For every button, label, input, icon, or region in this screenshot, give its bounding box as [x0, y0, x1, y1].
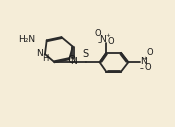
Text: –: –: [98, 38, 102, 47]
Text: O: O: [108, 37, 115, 46]
Text: O: O: [146, 49, 153, 58]
Text: N: N: [70, 57, 76, 66]
Text: +: +: [106, 33, 110, 38]
Text: N: N: [36, 49, 43, 58]
Text: N: N: [140, 58, 147, 67]
Text: N: N: [99, 35, 106, 44]
Text: O: O: [145, 62, 151, 72]
Text: S: S: [83, 49, 89, 59]
Text: O: O: [95, 29, 101, 38]
Text: –: –: [140, 64, 144, 73]
Text: H: H: [42, 54, 49, 63]
Text: +: +: [142, 56, 147, 61]
Text: O: O: [68, 55, 76, 65]
Text: H₂N: H₂N: [18, 35, 35, 44]
